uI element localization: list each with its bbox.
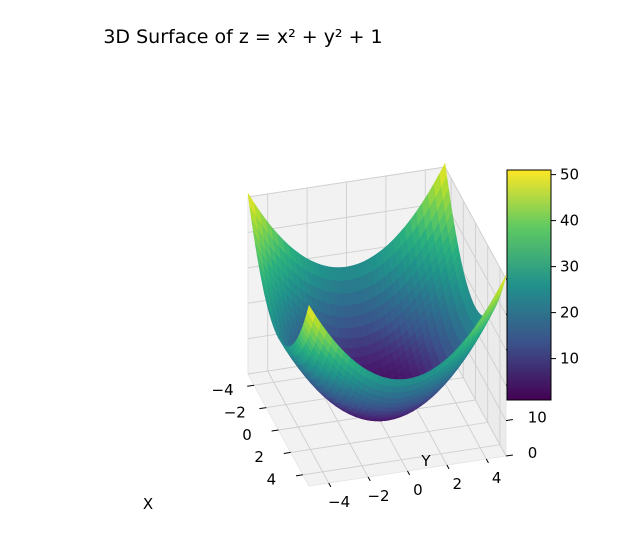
z-tick-label: 0 [528, 444, 538, 462]
y-tick-label: −2 [367, 487, 389, 505]
chart-title: 3D Surface of z = x² + y² + 1 [103, 26, 382, 48]
x-tick-label: −4 [212, 381, 234, 399]
z-tick-label: 10 [528, 409, 547, 427]
y-tick [328, 482, 332, 488]
colorbar: 10 20 30 40 50 [506, 166, 579, 401]
surface-patch [306, 305, 316, 322]
y-tick-label: −4 [328, 493, 350, 511]
y-axis-label: Y [420, 452, 431, 470]
x-tick [295, 474, 303, 477]
colorbar-tick-label: 40 [560, 212, 579, 230]
y-tick [367, 476, 371, 482]
x-tick [271, 429, 279, 432]
y-tick-label: 4 [492, 469, 502, 487]
x-axis-label: X [143, 495, 153, 513]
colorbar-tick-label: 50 [560, 166, 579, 184]
y-tick [446, 464, 450, 470]
z-tick [505, 419, 513, 422]
z-tick [505, 454, 513, 457]
y-tick [407, 470, 411, 476]
surface-plot [247, 163, 507, 422]
x-tick [259, 407, 267, 410]
x-tick [283, 451, 291, 454]
colorbar-tick-label: 20 [560, 304, 579, 322]
y-tick [485, 458, 489, 464]
y-tick-label: 0 [413, 481, 423, 499]
x-tick-label: 4 [267, 471, 277, 489]
y-tick-label: 2 [453, 475, 463, 493]
colorbar-gradient [506, 169, 552, 401]
x-tick [247, 384, 255, 387]
x-tick-label: 2 [254, 448, 264, 466]
colorbar-tick-label: 10 [560, 350, 579, 368]
colorbar-tick-label: 30 [560, 258, 579, 276]
x-tick-label: 0 [242, 426, 252, 444]
colorbar-ticks: 10 20 30 40 50 [551, 166, 579, 368]
x-tick-label: −2 [224, 403, 246, 421]
